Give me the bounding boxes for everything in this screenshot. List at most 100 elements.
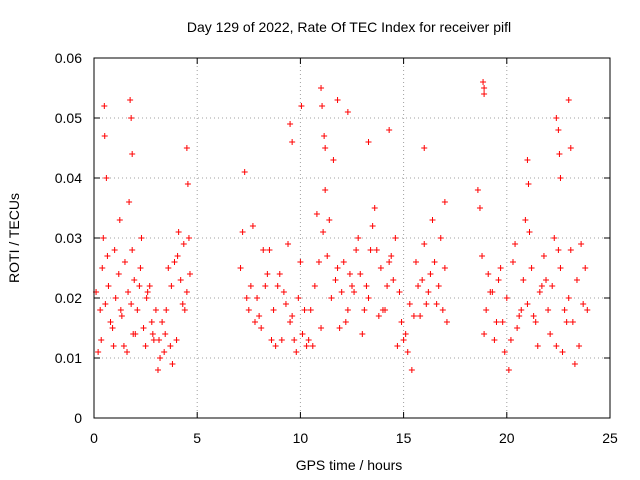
- data-point: [239, 229, 246, 235]
- y-tick-label: 0.02: [55, 290, 82, 306]
- data-point: [131, 277, 138, 283]
- data-point: [408, 367, 415, 373]
- data-point: [563, 319, 570, 325]
- data-point: [303, 343, 310, 349]
- x-axis: 0 5 10 15 20 25: [90, 58, 618, 446]
- data-point: [171, 259, 178, 265]
- data-point: [524, 301, 531, 307]
- data-point: [104, 253, 111, 259]
- data-point: [569, 319, 576, 325]
- data-point: [481, 85, 488, 91]
- data-point: [571, 361, 578, 367]
- data-point: [110, 343, 117, 349]
- data-point: [162, 331, 169, 337]
- data-point: [412, 259, 419, 265]
- data-point: [184, 181, 191, 187]
- data-point: [384, 283, 391, 289]
- data-point: [169, 361, 176, 367]
- data-point: [532, 319, 539, 325]
- data-point: [297, 259, 304, 265]
- data-point: [369, 223, 376, 229]
- data-point: [247, 283, 254, 289]
- data-point: [377, 265, 384, 271]
- data-point: [299, 331, 306, 337]
- data-point: [555, 127, 562, 133]
- data-point: [483, 307, 490, 313]
- data-point: [285, 241, 292, 247]
- data-point: [538, 283, 545, 289]
- data-point: [518, 307, 525, 313]
- data-point: [289, 313, 296, 319]
- data-point: [497, 265, 504, 271]
- data-point: [336, 325, 343, 331]
- data-point: [485, 271, 492, 277]
- data-point: [379, 307, 386, 313]
- data-point: [481, 91, 488, 97]
- data-point: [322, 187, 329, 193]
- data-point: [157, 355, 164, 361]
- data-point: [375, 313, 382, 319]
- y-tick-label: 0.04: [55, 170, 82, 186]
- data-point: [177, 277, 184, 283]
- data-point: [128, 115, 135, 121]
- data-point: [501, 349, 508, 355]
- data-point: [400, 337, 407, 343]
- data-point: [173, 337, 180, 343]
- data-point: [291, 337, 298, 343]
- data-point: [507, 337, 514, 343]
- data-point: [365, 295, 372, 301]
- y-tick-label: 0.06: [55, 50, 82, 66]
- data-point: [324, 253, 331, 259]
- data-point: [355, 235, 362, 241]
- data-point: [109, 325, 116, 331]
- data-point: [276, 271, 283, 277]
- data-point: [140, 325, 147, 331]
- data-point: [136, 283, 143, 289]
- data-point: [505, 367, 512, 373]
- data-point: [129, 247, 136, 253]
- data-point: [433, 301, 440, 307]
- x-tick-label: 20: [499, 430, 515, 446]
- data-point: [174, 253, 181, 259]
- data-point: [330, 157, 337, 163]
- data-point: [167, 343, 174, 349]
- data-point: [363, 283, 370, 289]
- data-point: [334, 97, 341, 103]
- data-point: [186, 271, 193, 277]
- data-point: [278, 337, 285, 343]
- data-point: [410, 313, 417, 319]
- data-point: [241, 169, 248, 175]
- data-point: [421, 241, 428, 247]
- data-point: [530, 313, 537, 319]
- data-point: [373, 247, 380, 253]
- x-tick-label: 10: [293, 430, 309, 446]
- y-tick-label: 0.03: [55, 230, 82, 246]
- data-point: [525, 181, 532, 187]
- data-point: [481, 331, 488, 337]
- data-point: [565, 295, 572, 301]
- data-point: [443, 319, 450, 325]
- data-point: [573, 277, 580, 283]
- data-point: [499, 319, 506, 325]
- data-point: [107, 319, 114, 325]
- data-point: [415, 283, 422, 289]
- data-point: [545, 307, 552, 313]
- data-point: [344, 307, 351, 313]
- data-point: [282, 301, 289, 307]
- y-axis: 0 0.01 0.02 0.03 0.04 0.05 0.06: [55, 50, 610, 426]
- data-point: [421, 145, 428, 151]
- data-point: [289, 139, 296, 145]
- data-point: [181, 307, 188, 313]
- data-point: [103, 175, 110, 181]
- data-point: [142, 343, 149, 349]
- data-point: [258, 325, 265, 331]
- data-point: [121, 259, 128, 265]
- data-point: [512, 241, 519, 247]
- data-point: [148, 319, 155, 325]
- data-point: [361, 307, 368, 313]
- data-point: [315, 259, 322, 265]
- data-point: [398, 319, 405, 325]
- data-point: [118, 313, 125, 319]
- data-point: [116, 217, 123, 223]
